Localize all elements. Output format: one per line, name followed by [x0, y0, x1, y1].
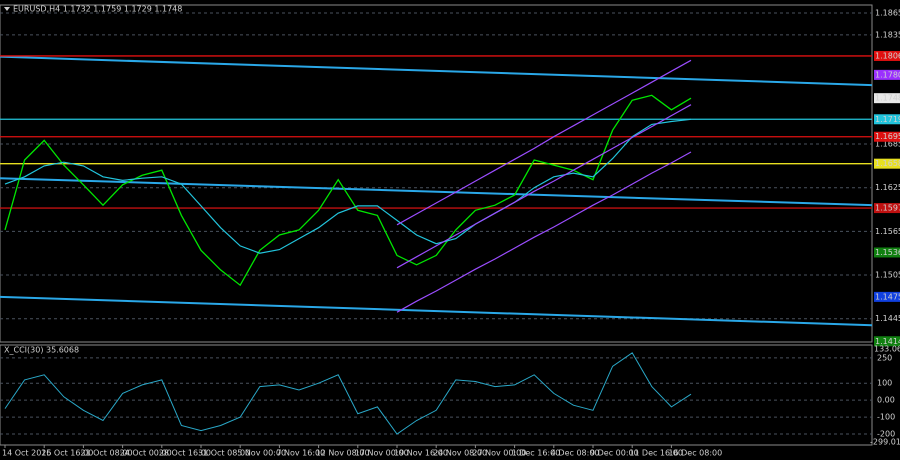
x-tick-label: 14 Oct 2025	[2, 449, 51, 458]
level-marker	[874, 291, 900, 302]
cci-title: X_CCI(30) 35.6068	[4, 346, 79, 355]
plot-area	[4, 59, 692, 313]
level-label: 1.1414	[875, 337, 900, 346]
y-tick-label: 250	[877, 353, 892, 362]
plot-area	[4, 352, 692, 435]
level-label: 1.1806	[875, 51, 900, 60]
y-tick-label: 1.1505	[875, 271, 900, 280]
level-label: 1.1719	[875, 115, 900, 124]
level-label: 1.1748	[875, 94, 900, 103]
y-tick-label: 0.00	[877, 396, 895, 405]
level-marker	[874, 93, 900, 104]
level-marker	[874, 247, 900, 258]
x-tick-label: 17 Nov 00:00	[355, 449, 409, 458]
cci-panel	[0, 344, 873, 446]
x-tick-label: 1 Dec 16:00	[512, 449, 561, 458]
x-tick-label: 19 Nov 16:00	[394, 449, 448, 458]
trend-line	[0, 295, 872, 327]
series-line	[4, 352, 692, 435]
x-tick-label: 7 Nov 16:00	[276, 449, 325, 458]
x-tick-label: 31 Oct 08:00	[198, 449, 250, 458]
series-line	[396, 151, 692, 313]
chart-title: EURUSD,H4 1.1732 1.1759 1.1729 1.1748	[13, 5, 182, 14]
level-label: 1.1475	[875, 292, 900, 301]
x-tick-label: 11 Dec 16:00	[629, 449, 683, 458]
range-label: -299.013	[870, 438, 900, 447]
level-label: 1.1536	[875, 248, 900, 257]
level-marker	[874, 158, 900, 169]
x-tick-label: 28 Oct 16:00	[159, 449, 211, 458]
x-tick-label: 27 Nov 00:00	[472, 449, 526, 458]
x-tick-label: 12 Nov 08:00	[316, 449, 370, 458]
level-label: 1.1780	[875, 70, 900, 79]
level-marker	[874, 69, 900, 80]
x-tick-label: 24 Oct 00:00	[120, 449, 172, 458]
series-line	[4, 94, 692, 287]
level-label: 1.1597	[875, 204, 900, 213]
x-tick-label: 16 Oct 16:00	[41, 449, 93, 458]
level-label: 1.1658	[875, 159, 900, 168]
y-tick-label: 1.1685	[875, 140, 900, 149]
y-tick-label: 1.1445	[875, 314, 900, 323]
level-marker	[874, 131, 900, 142]
x-tick-label: 21 Oct 08:00	[80, 449, 132, 458]
y-tick-label: 1.1625	[875, 183, 900, 192]
x-tick-label: 16 Dec 08:00	[668, 449, 722, 458]
level-marker	[874, 50, 900, 61]
y-tick-label: 1.1835	[875, 30, 900, 39]
level-marker	[874, 336, 900, 347]
series-line	[396, 104, 692, 269]
range-label: 133.061	[874, 345, 900, 354]
level-marker	[874, 203, 900, 214]
x-tick-label: 4 Dec 08:00	[551, 449, 600, 458]
x-tick-label: 24 Nov 08:00	[433, 449, 487, 458]
plot-area	[0, 55, 872, 327]
level-marker	[874, 114, 900, 125]
y-tick-label: -100	[877, 413, 895, 422]
main-panel	[0, 4, 873, 343]
menu-icon	[4, 7, 10, 11]
y-tick-label: -200	[877, 430, 895, 439]
series-line	[396, 59, 692, 226]
series-line	[4, 118, 692, 254]
y-tick-label: 1.1565	[875, 227, 900, 236]
x-tick-label: 9 Dec 00:00	[590, 449, 639, 458]
level-label: 1.1695	[875, 132, 900, 141]
trend-line	[0, 177, 872, 207]
y-tick-label: 1.1865	[875, 9, 900, 18]
y-tick-label: 100	[877, 379, 892, 388]
trend-line	[0, 55, 872, 87]
x-tick-label: 5 Nov 00:00	[237, 449, 286, 458]
